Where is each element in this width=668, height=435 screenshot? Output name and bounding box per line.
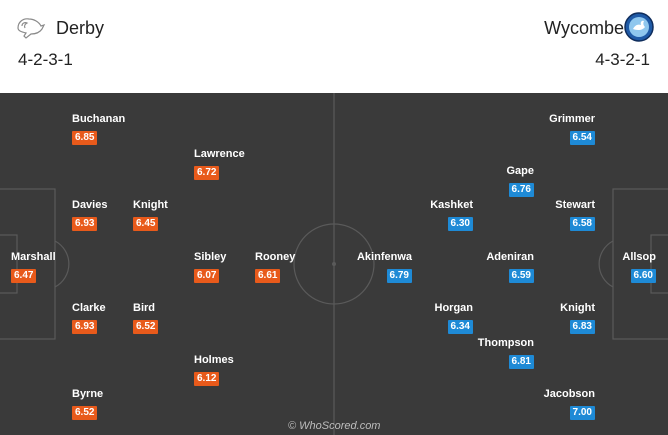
watermark: © WhoScored.com — [288, 420, 381, 432]
player-rating-badge: 6.58 — [569, 217, 595, 231]
away-player-stewart[interactable]: Stewart 6.58 — [555, 199, 595, 231]
player-rating-badge: 6.72 — [194, 166, 220, 180]
player-rating-badge: 6.85 — [72, 131, 98, 145]
player-name: Horgan — [434, 302, 474, 314]
player-name: Kashket — [430, 199, 473, 211]
away-player-gape[interactable]: Gape 6.76 — [506, 165, 534, 197]
home-team-name: Derby — [56, 18, 105, 38]
home-player-marshall[interactable]: Marshall 6.47 — [11, 251, 56, 283]
player-name: Bird — [133, 302, 155, 314]
swan-crest-icon — [624, 12, 654, 42]
home-player-sibley[interactable]: Sibley 6.07 — [194, 251, 226, 283]
match-header: Derby 4-2-3-1 Wycombe 4-3-2-1 — [0, 0, 668, 90]
player-name: Buchanan — [72, 113, 126, 125]
player-rating-badge: 6.47 — [11, 269, 37, 283]
away-player-knight[interactable]: Knight 6.83 — [560, 302, 595, 334]
player-name: Sibley — [194, 251, 227, 263]
player-name: Stewart — [555, 199, 595, 211]
home-player-holmes[interactable]: Holmes 6.12 — [194, 354, 234, 386]
player-rating-badge: 6.60 — [630, 269, 656, 283]
player-rating-badge: 6.12 — [194, 372, 220, 386]
home-player-davies[interactable]: Davies 6.93 — [72, 199, 107, 231]
player-name: Byrne — [72, 388, 104, 400]
player-name: Akinfenwa — [356, 251, 412, 263]
player-rating-badge: 6.54 — [569, 131, 595, 145]
player-name: Allsop — [622, 251, 656, 263]
home-player-byrne[interactable]: Byrne 6.52 — [72, 388, 103, 420]
player-rating-badge: 6.45 — [133, 217, 159, 231]
player-rating-badge: 6.59 — [508, 269, 534, 283]
away-player-horgan[interactable]: Horgan 6.34 — [434, 302, 474, 334]
home-player-clarke[interactable]: Clarke 6.93 — [72, 302, 106, 334]
player-rating-badge: 7.00 — [569, 406, 595, 420]
player-name: Gape — [506, 165, 534, 177]
away-player-adeniran[interactable]: Adeniran 6.59 — [486, 251, 534, 283]
away-player-grimmer[interactable]: Grimmer 6.54 — [549, 113, 595, 145]
player-name: Thompson — [477, 337, 534, 349]
player-rating-badge: 6.93 — [72, 320, 98, 334]
away-player-jacobson[interactable]: Jacobson 7.00 — [544, 388, 595, 420]
pitch — [0, 93, 668, 435]
player-name: Marshall — [11, 251, 56, 263]
player-name: Rooney — [255, 251, 296, 263]
player-rating-badge: 6.61 — [255, 269, 281, 283]
player-rating-badge: 6.76 — [508, 183, 534, 197]
player-rating-badge: 6.07 — [194, 269, 220, 283]
player-name: Grimmer — [549, 113, 595, 125]
player-rating-badge: 6.81 — [508, 355, 534, 369]
player-name: Adeniran — [486, 251, 534, 263]
player-rating-badge: 6.83 — [569, 320, 595, 334]
away-player-thompson[interactable]: Thompson 6.81 — [478, 337, 534, 369]
pitch-markings — [0, 93, 668, 435]
player-rating-badge: 6.93 — [72, 217, 98, 231]
ram-crest-icon — [17, 18, 46, 39]
away-player-allsop[interactable]: Allsop 6.60 — [622, 251, 656, 283]
home-player-knight[interactable]: Knight 6.45 — [133, 199, 168, 231]
player-rating-badge: 6.34 — [447, 320, 473, 334]
player-name: Lawrence — [194, 148, 245, 160]
player-name: Clarke — [72, 302, 106, 314]
player-name: Jacobson — [543, 388, 595, 400]
home-formation: 4-2-3-1 — [18, 50, 73, 69]
away-team-name: Wycombe — [544, 18, 624, 38]
player-rating-badge: 6.52 — [133, 320, 159, 334]
away-formation: 4-3-2-1 — [595, 50, 650, 69]
player-name: Davies — [72, 199, 108, 211]
player-name: Knight — [560, 302, 595, 314]
player-rating-badge: 6.30 — [447, 217, 473, 231]
player-rating-badge: 6.52 — [72, 406, 98, 420]
home-player-buchanan[interactable]: Buchanan 6.85 — [72, 113, 125, 145]
player-rating-badge: 6.79 — [386, 269, 412, 283]
home-player-lawrence[interactable]: Lawrence 6.72 — [194, 148, 245, 180]
home-player-bird[interactable]: Bird 6.52 — [133, 302, 159, 334]
away-player-akinfenwa[interactable]: Akinfenwa 6.79 — [357, 251, 412, 283]
player-name: Holmes — [194, 354, 234, 366]
home-player-rooney[interactable]: Rooney 6.61 — [255, 251, 295, 283]
away-player-kashket[interactable]: Kashket 6.30 — [430, 199, 473, 231]
player-name: Knight — [133, 199, 168, 211]
